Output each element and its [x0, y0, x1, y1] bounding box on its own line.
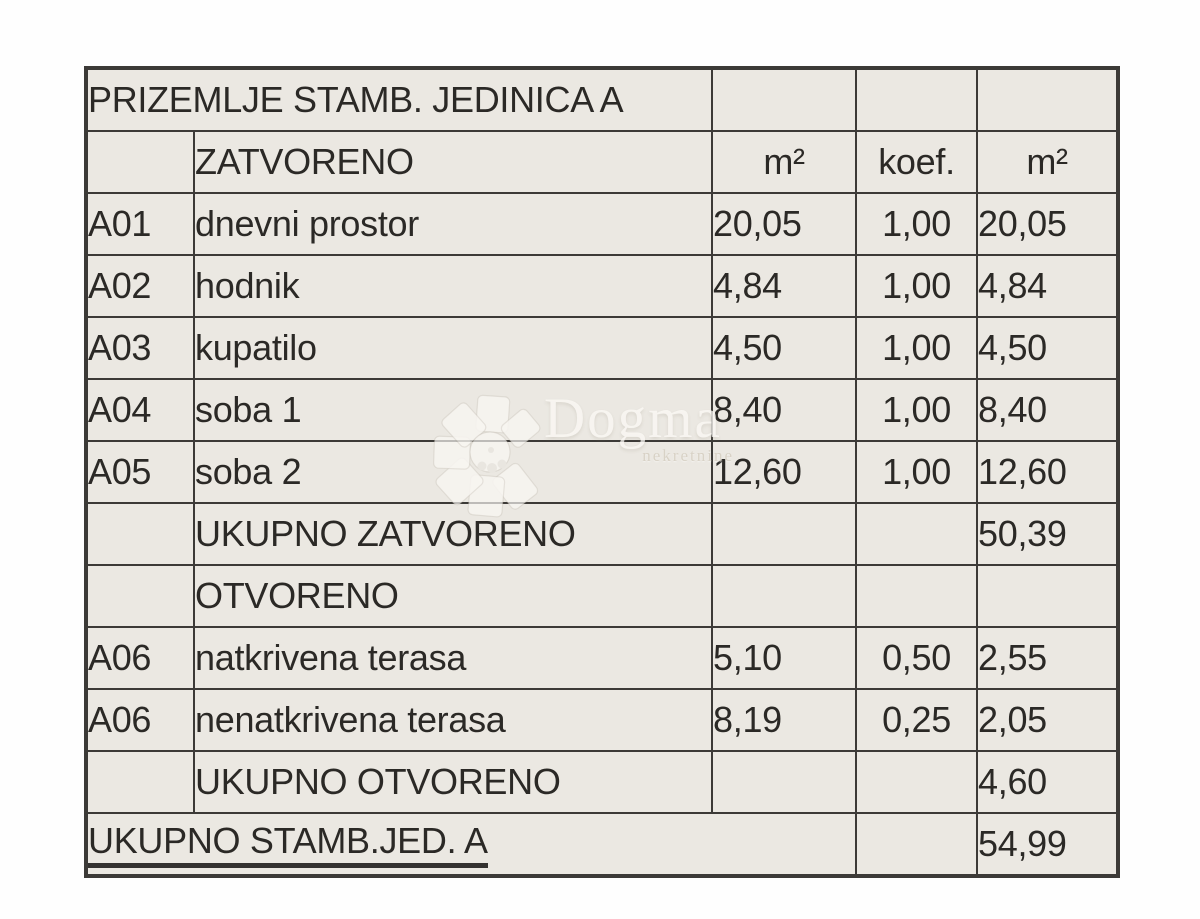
empty-cell	[855, 67, 979, 132]
table-row: A02 hodnik 4,84 1,00 4,84	[85, 254, 1120, 318]
room-name: soba 2	[192, 440, 714, 504]
room-area: 5,10	[711, 626, 858, 690]
table-row: A04 soba 1 8,40 1,00 8,40	[85, 378, 1120, 442]
room-total: 8,40	[976, 378, 1120, 442]
empty-cell	[976, 67, 1120, 132]
room-koef: 1,00	[855, 254, 979, 318]
room-id: A05	[85, 440, 195, 504]
room-koef: 1,00	[855, 378, 979, 442]
room-id: A03	[85, 316, 195, 380]
grand-total-value: 54,99	[976, 812, 1120, 877]
table-row-title: PRIZEMLJE STAMB. JEDINICA A	[84, 67, 1120, 132]
room-koef: 1,00	[855, 192, 979, 256]
room-koef: 1,00	[855, 316, 979, 380]
subtotal-label: UKUPNO ZATVORENO	[192, 502, 714, 566]
room-area: 4,50	[711, 316, 858, 380]
room-area: 12,60	[711, 440, 858, 504]
table-row: A06 natkrivena terasa 5,10 0,50 2,55	[85, 626, 1120, 690]
empty-cell	[855, 564, 979, 628]
empty-cell	[711, 502, 858, 566]
table-row-header: ZATVORENO m² koef. m²	[85, 130, 1120, 194]
room-area: 8,19	[711, 688, 858, 752]
room-id: A01	[85, 192, 195, 256]
room-total: 2,55	[976, 626, 1120, 690]
room-total: 20,05	[976, 192, 1120, 256]
table-row: A01 dnevni prostor 20,05 1,00 20,05	[85, 192, 1120, 256]
table-title: PRIZEMLJE STAMB. JEDINICA A	[84, 67, 714, 132]
room-name: dnevni prostor	[192, 192, 714, 256]
empty-cell	[855, 812, 979, 877]
room-total: 12,60	[976, 440, 1120, 504]
table-row: A05 soba 2 12,60 1,00 12,60	[85, 440, 1120, 504]
room-total: 4,84	[976, 254, 1120, 318]
room-name: soba 1	[192, 378, 714, 442]
table-row-section-open: OTVORENO	[85, 564, 1120, 628]
room-total: 2,05	[976, 688, 1120, 752]
empty-cell	[711, 564, 858, 628]
room-koef: 0,50	[855, 626, 979, 690]
table-row-subtotal-open: UKUPNO OTVORENO 4,60	[85, 750, 1120, 814]
subtotal-value: 4,60	[976, 750, 1120, 814]
empty-cell	[85, 502, 195, 566]
room-total: 4,50	[976, 316, 1120, 380]
column-header-m2-total: m²	[976, 130, 1120, 194]
empty-cell	[711, 750, 858, 814]
section-header-zatvoreno: ZATVORENO	[192, 130, 714, 194]
grand-total-label: UKUPNO STAMB.JED. A	[88, 822, 488, 868]
empty-cell	[855, 502, 979, 566]
empty-cell	[855, 750, 979, 814]
empty-cell	[85, 130, 195, 194]
room-name: kupatilo	[192, 316, 714, 380]
subtotal-label: UKUPNO OTVORENO	[192, 750, 714, 814]
room-id: A02	[85, 254, 195, 318]
subtotal-value: 50,39	[976, 502, 1120, 566]
room-name: nenatkrivena terasa	[192, 688, 714, 752]
room-koef: 1,00	[855, 440, 979, 504]
room-koef: 0,25	[855, 688, 979, 752]
room-name: hodnik	[192, 254, 714, 318]
room-id: A06	[85, 626, 195, 690]
room-area: 20,05	[711, 192, 858, 256]
column-header-m2: m²	[711, 130, 858, 194]
room-area: 8,40	[711, 378, 858, 442]
empty-cell	[85, 750, 195, 814]
table-row-subtotal-closed: UKUPNO ZATVORENO 50,39	[85, 502, 1120, 566]
empty-cell	[976, 564, 1120, 628]
grand-total-label-cell: UKUPNO STAMB.JED. A	[84, 812, 858, 877]
section-header-otvoreno: OTVORENO	[192, 564, 714, 628]
empty-cell	[711, 67, 858, 132]
room-id: A04	[85, 378, 195, 442]
room-id: A06	[85, 688, 195, 752]
empty-cell	[85, 564, 195, 628]
room-name: natkrivena terasa	[192, 626, 714, 690]
column-header-koef: koef.	[855, 130, 979, 194]
area-table: PRIZEMLJE STAMB. JEDINICA A ZATVORENO m²…	[84, 66, 1121, 878]
table-row-grand-total: UKUPNO STAMB.JED. A 54,99	[84, 812, 1120, 877]
room-area: 4,84	[711, 254, 858, 318]
table-row: A06 nenatkrivena terasa 8,19 0,25 2,05	[85, 688, 1120, 752]
table-row: A03 kupatilo 4,50 1,00 4,50	[85, 316, 1120, 380]
